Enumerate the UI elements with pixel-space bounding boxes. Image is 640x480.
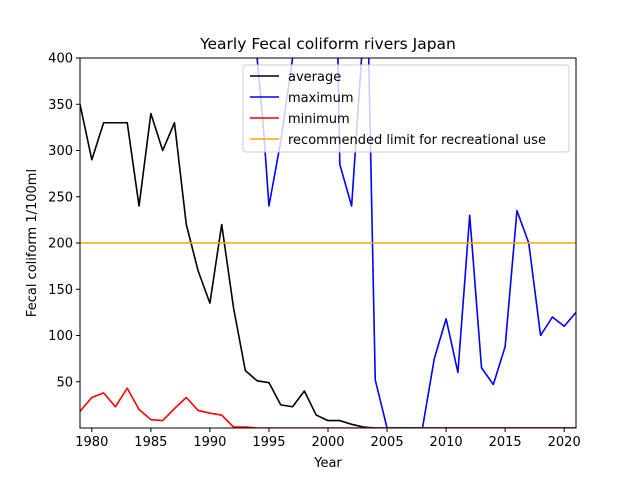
y-tick-label: 100 (48, 329, 73, 344)
y-tick-label: 300 (48, 144, 73, 159)
x-tick-label: 1990 (193, 435, 226, 450)
x-tick-label: 2005 (371, 435, 404, 450)
x-tick-label: 2000 (311, 435, 344, 450)
x-axis: 1980 1985 1990 1995 2000 2005 2010 2015 2020 (75, 428, 581, 450)
legend-box (242, 64, 570, 153)
y-axis-label: Fecal coliform 1/100ml (25, 169, 40, 317)
y-tick-label: 400 (48, 52, 73, 67)
x-tick-label: 1995 (252, 435, 285, 450)
x-tick-label: 2020 (548, 435, 581, 450)
x-axis-label: Year (313, 456, 342, 471)
y-tick-label: 200 (48, 237, 73, 252)
legend-label-minimum: minimum (288, 112, 350, 127)
legend-label-recommended-limit-for-recreational-use: recommended limit for recreational use (288, 133, 546, 148)
x-tick-label: 1980 (75, 435, 108, 450)
y-tick-label: 350 (48, 98, 73, 113)
chart-title: Yearly Fecal coliform rivers Japan (199, 35, 456, 53)
series-line-maximum (256, 58, 576, 428)
x-tick-label: 1985 (134, 435, 167, 450)
legend-label-average: average (288, 70, 341, 85)
series-line-minimum (80, 387, 576, 428)
series-line-average (80, 104, 576, 428)
legend: average maximum minimum recommended limit f… (242, 64, 570, 153)
y-axis: 50 100 150 200 250 300 350 400 (48, 52, 80, 390)
x-tick-label: 2015 (489, 435, 522, 450)
y-tick-label: 150 (48, 283, 73, 298)
series-layer (80, 58, 576, 428)
y-tick-label: 250 (48, 190, 73, 205)
y-tick-label: 50 (56, 375, 73, 390)
x-tick-label: 2010 (430, 435, 463, 450)
legend-label-maximum: maximum (288, 91, 354, 106)
